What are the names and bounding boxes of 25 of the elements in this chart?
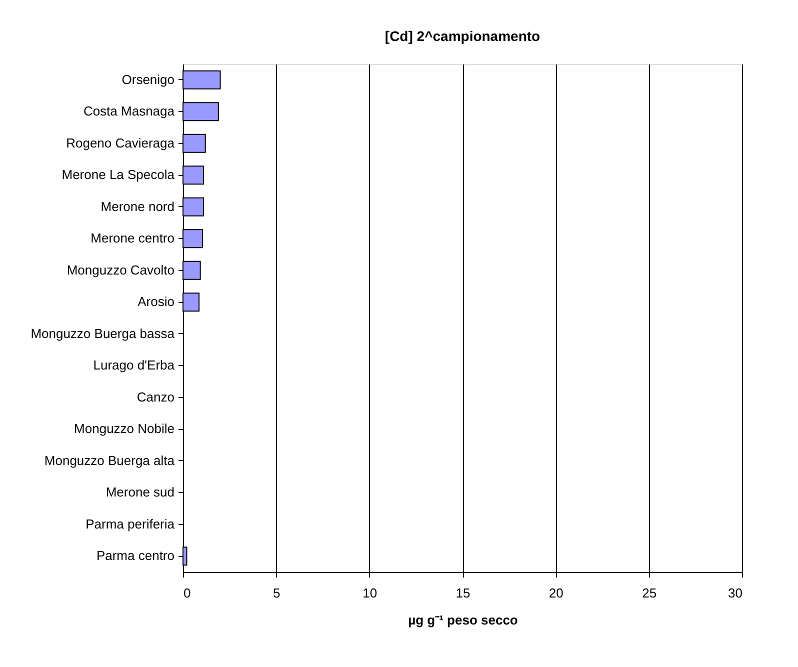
x-axis-title: µg g⁻¹ peso secco xyxy=(408,612,518,628)
y-tick-label: Parma centro xyxy=(96,548,174,564)
y-tick-label: Lurago d'Erba xyxy=(93,358,176,373)
y-tick-label: Arosio xyxy=(138,294,174,310)
y-tick-label: Canzo xyxy=(136,389,174,404)
x-tick-label: 25 xyxy=(642,586,657,600)
x-tick-label: 5 xyxy=(273,586,280,600)
x-tick-label: 15 xyxy=(456,586,470,600)
y-tick-label: Merone centro xyxy=(90,230,174,246)
x-tick-label: 0 xyxy=(184,586,191,600)
x-tick-label: 20 xyxy=(548,586,564,600)
chart-title: [Cd] 2^campionamento xyxy=(384,28,540,44)
x-tick-label: 10 xyxy=(362,586,378,600)
y-tick-label: Rogeno Cavieraga xyxy=(66,135,176,150)
y-tick-label: Monguzzo Buerga bassa xyxy=(30,326,176,341)
y-tick-label: Costa Masnaga xyxy=(83,104,176,119)
y-tick-label: Parma periferia xyxy=(86,516,176,532)
y-tick-label: Monguzzo Buerga alta xyxy=(44,452,176,468)
y-tick-label: Monguzzo Cavolto xyxy=(66,262,174,278)
y-tick-label: Monguzzo Nobile xyxy=(74,421,174,436)
y-tick-label: Orsenigo xyxy=(122,72,174,87)
y-tick-label: Merone nord xyxy=(100,198,174,214)
x-tick-label: 30 xyxy=(728,586,742,600)
y-tick-label: Merone La Specola xyxy=(62,167,176,182)
y-tick-label: Merone sud xyxy=(106,484,174,500)
